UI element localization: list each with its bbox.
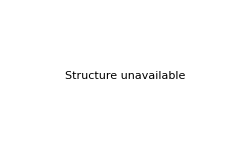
Text: Structure unavailable: Structure unavailable xyxy=(65,71,185,81)
